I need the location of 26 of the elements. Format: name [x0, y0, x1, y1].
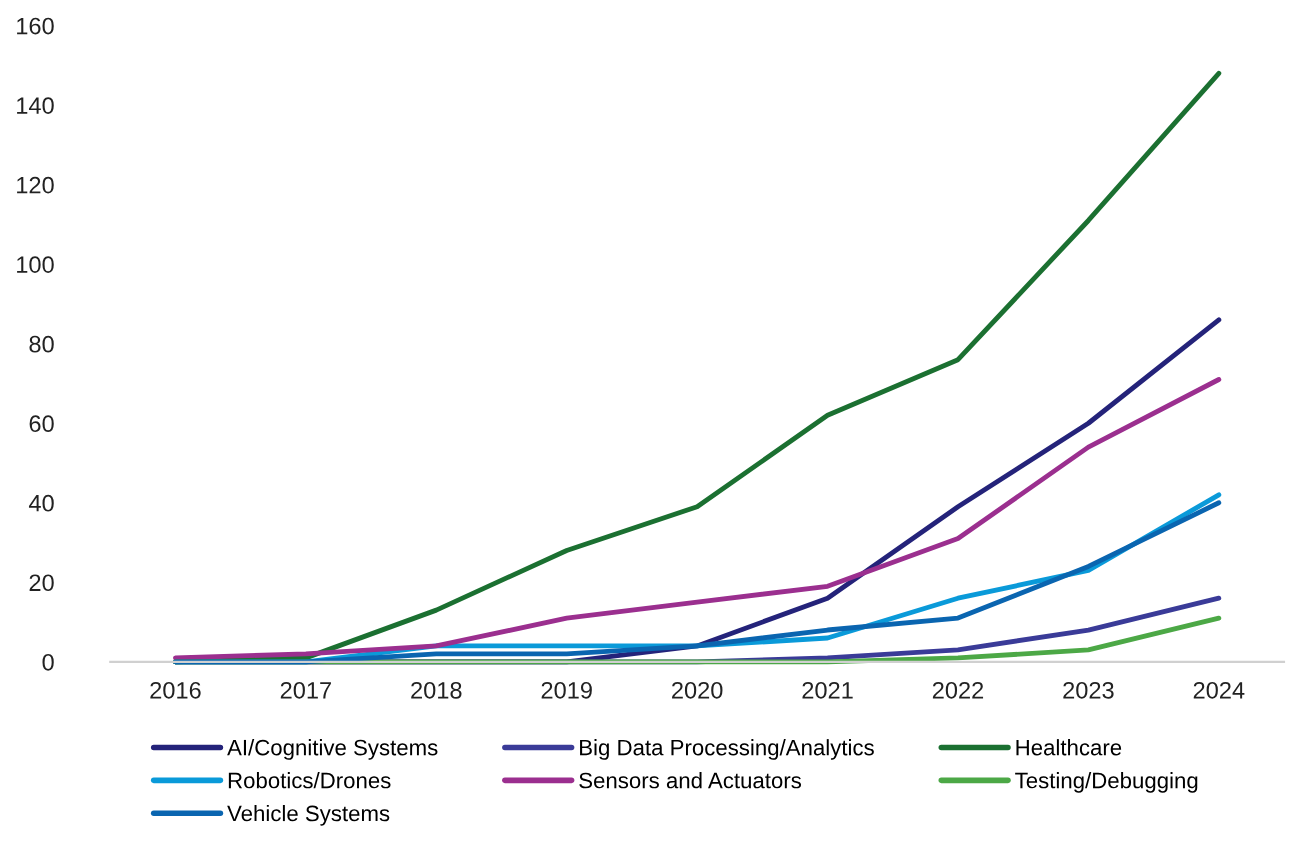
x-tick-label: 2020: [672, 681, 723, 699]
x-tick-label: 2023: [1063, 681, 1114, 699]
x-tick-label: 2024: [1193, 681, 1245, 699]
x-tick-label: 2018: [411, 681, 462, 699]
y-tick-label: 100: [17, 256, 54, 273]
y-tick-label: 160: [17, 17, 54, 35]
x-tick-label: 2016: [150, 681, 201, 699]
y-tick-label: 60: [29, 415, 54, 433]
y-tick-label: 140: [17, 97, 54, 114]
y-tick-label: 0: [42, 653, 54, 671]
y-tick-label: 20: [29, 574, 54, 592]
legend-label: Robotics/Drones: [228, 772, 391, 789]
legend-label: Big Data Processing/Analytics: [580, 739, 874, 760]
legend-label: AI/Cognitive Systems: [227, 739, 438, 760]
legend-label: Healthcare: [1016, 739, 1122, 756]
legend-label: Testing/Debugging: [1015, 772, 1198, 793]
x-tick-label: 2017: [280, 681, 331, 699]
legend-label: Vehicle Systems: [227, 804, 390, 826]
x-tick-label: 2019: [541, 681, 592, 699]
x-tick-label: 2021: [802, 681, 853, 699]
line-series: [173, 377, 1222, 661]
y-tick-label: 80: [29, 335, 54, 353]
legend-label: Sensors and Actuators: [579, 772, 802, 789]
y-tick-label: 40: [28, 494, 54, 512]
y-tick-label: 120: [17, 176, 54, 194]
x-tick-label: 2022: [932, 681, 984, 699]
